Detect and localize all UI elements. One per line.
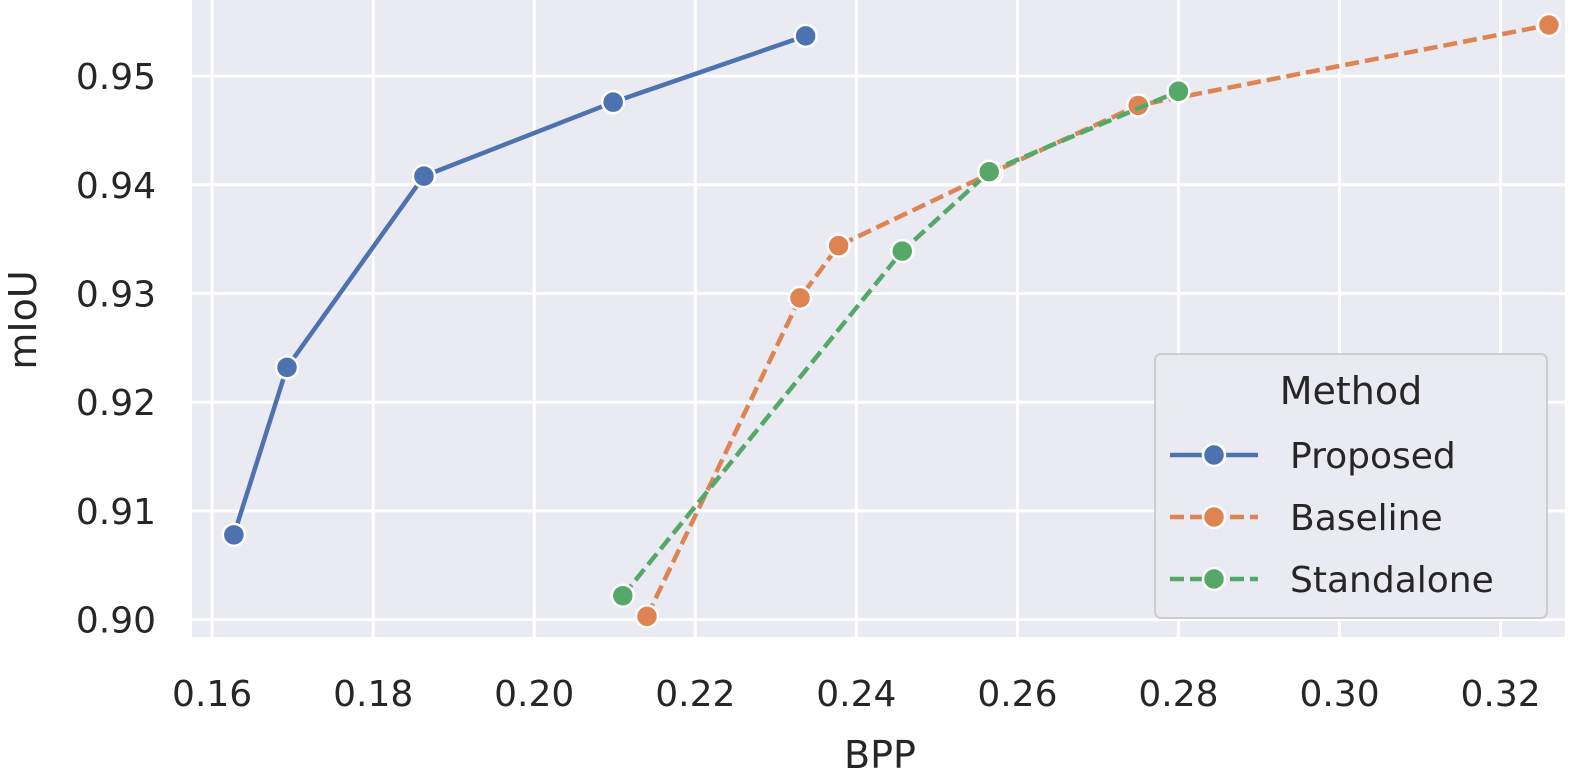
x-tick-label: 0.26 xyxy=(977,674,1057,715)
y-tick-label: 0.92 xyxy=(76,383,156,424)
data-point xyxy=(787,285,813,311)
data-point xyxy=(1125,93,1151,118)
series-layer xyxy=(221,12,1562,629)
legend-item-proposed: Proposed xyxy=(1170,436,1456,477)
y-tick-label: 0.94 xyxy=(76,166,156,207)
series-line xyxy=(644,22,1550,618)
y-tick-label: 0.93 xyxy=(76,274,156,315)
x-tick-label: 0.28 xyxy=(1138,674,1218,715)
x-tick-labels: 0.16 0.18 0.20 0.22 0.24 0.26 0.28 0.30 0.32 xyxy=(172,674,1541,715)
y-axis-label: mIoU xyxy=(1,270,45,369)
x-tick-label: 0.22 xyxy=(655,674,735,715)
series-line xyxy=(621,89,1180,598)
data-point xyxy=(600,89,626,115)
x-tick-label: 0.24 xyxy=(816,674,896,715)
data-point xyxy=(890,238,915,264)
x-axis-label: BPP xyxy=(844,733,916,777)
data-point xyxy=(826,233,851,258)
data-point xyxy=(274,355,300,380)
data-point xyxy=(1536,12,1562,38)
data-point xyxy=(610,583,636,608)
data-point xyxy=(793,23,818,49)
y-tick-labels: 0.90 0.91 0.92 0.93 0.94 0.95 xyxy=(76,57,156,642)
legend-label: Standalone xyxy=(1290,560,1494,601)
series-proposed xyxy=(221,23,818,548)
legend-box xyxy=(1154,353,1548,619)
legend-title: Method xyxy=(1280,369,1423,413)
legend: Method Proposed Baseline Standalone xyxy=(1154,353,1548,619)
legend-item-standalone: Standalone xyxy=(1170,560,1494,601)
x-tick-label: 0.16 xyxy=(172,674,252,715)
data-point xyxy=(976,159,1002,185)
legend-marker xyxy=(1201,442,1227,468)
legend-label: Proposed xyxy=(1290,436,1456,477)
legend-items: Proposed Baseline Standalone xyxy=(1170,436,1494,601)
x-tick-label: 0.32 xyxy=(1460,674,1540,715)
x-tick-label: 0.20 xyxy=(494,674,574,715)
y-tick-label: 0.95 xyxy=(76,57,156,98)
legend-marker xyxy=(1201,504,1227,530)
data-point xyxy=(634,604,660,629)
y-tick-label: 0.91 xyxy=(76,492,156,533)
legend-item-baseline: Baseline xyxy=(1170,498,1443,539)
y-tick-label: 0.90 xyxy=(76,601,156,642)
data-point xyxy=(411,163,437,189)
legend-marker xyxy=(1201,566,1227,592)
series-standalone xyxy=(610,79,1191,608)
legend-label: Baseline xyxy=(1290,498,1443,539)
data-point xyxy=(221,522,247,548)
x-tick-label: 0.18 xyxy=(333,674,413,715)
x-tick-label: 0.30 xyxy=(1299,674,1379,715)
data-point xyxy=(1166,79,1191,104)
